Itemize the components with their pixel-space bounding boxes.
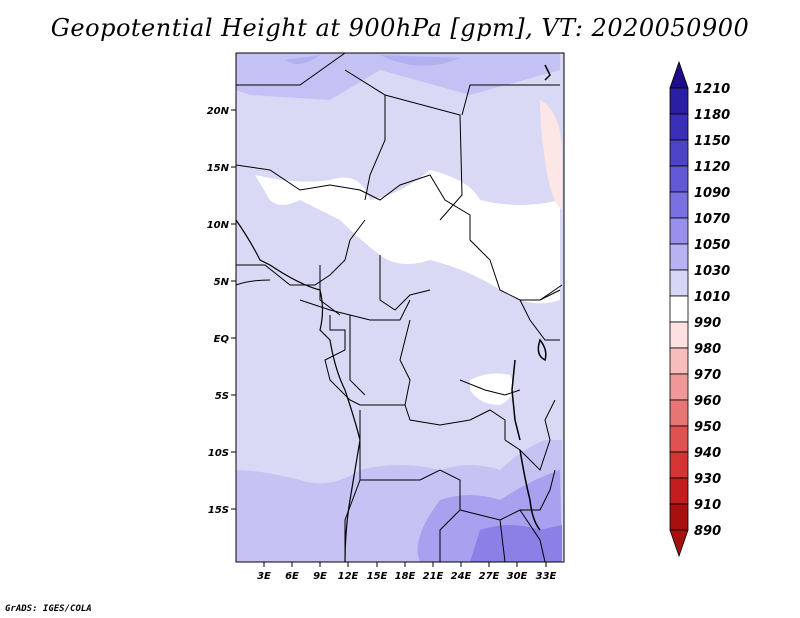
colorbar-segment [669, 503, 689, 531]
colorbar-label: 940 [694, 446, 721, 461]
colorbar-segment [669, 113, 689, 141]
lat-tick-label: 10S [208, 448, 229, 459]
colorbar-segment [669, 295, 689, 323]
south-darkest-shade [470, 525, 562, 562]
colorbar-segment [669, 269, 689, 297]
credit-label: GrADS: IGES/COLA [5, 604, 92, 614]
colorbar-segment [669, 217, 689, 245]
lat-tick-label: 15S [208, 505, 229, 516]
lon-tick-label: 15E [367, 571, 388, 582]
colorbar-segment [669, 347, 689, 375]
lon-ticks: 3E 6E 9E 12E 15E 18E 21E 24E 27E 30E 33E [257, 562, 557, 582]
white-band [255, 170, 560, 304]
colorbar-label: 990 [694, 316, 721, 331]
colorbar-label: 1180 [694, 108, 730, 123]
lon-tick-label: 33E [536, 571, 557, 582]
colorbar-segment [669, 321, 689, 349]
north-dark-shade [285, 55, 460, 66]
colorbar-label: 1010 [694, 290, 730, 305]
lat-tick-label: 5N [214, 277, 230, 288]
map-panel [235, 52, 565, 563]
lon-tick-label: 9E [313, 571, 327, 582]
colorbar-segment [669, 191, 689, 219]
lon-tick-label: 18E [395, 571, 416, 582]
colorbar-label: 930 [694, 472, 721, 487]
north-shade [236, 53, 560, 100]
colorbar-segment [669, 477, 689, 505]
map-frame [235, 52, 565, 563]
lat-ticks: 20N 15N 10N 5N EQ 5S 10S 15S [207, 106, 236, 516]
lon-tick-label: 21E [423, 571, 444, 582]
colorbar-label: 1120 [694, 160, 730, 175]
colorbar-label: 960 [694, 394, 721, 409]
lat-tick-label: 10N [207, 220, 230, 231]
colorbar-segment [669, 373, 689, 401]
white-patch [470, 373, 514, 405]
colorbar-label: 1150 [694, 134, 730, 149]
lat-tick-label: 15N [207, 163, 230, 174]
colorbar-label: 1070 [694, 212, 730, 227]
lat-tick-label: 5S [215, 391, 229, 402]
colorbar-label: 1030 [694, 264, 730, 279]
lon-tick-label: 24E [451, 571, 472, 582]
lat-tick-label: 20N [207, 106, 230, 117]
colorbar-top-arrow [669, 60, 689, 89]
chart-title: Geopotential Height at 900hPa [gpm], VT:… [50, 14, 750, 42]
colorbar-segment [669, 139, 689, 167]
lakes [511, 64, 551, 531]
colorbar-label: 1050 [694, 238, 730, 253]
colorbar-label: 910 [694, 498, 721, 513]
colorbar-segment [669, 243, 689, 271]
red-patch [540, 100, 562, 210]
coastline [235, 219, 361, 563]
colorbar: 1210 1180 1150 1120 1090 1070 1050 1030 1010 990 9… [669, 60, 730, 558]
colorbar-segment [669, 451, 689, 479]
colorbar-segment [669, 399, 689, 427]
lon-tick-label: 6E [285, 571, 299, 582]
colorbar-segment [669, 87, 689, 115]
colorbar-segment [669, 425, 689, 453]
colorbar-bottom-arrow [669, 529, 689, 558]
colorbar-segment [669, 165, 689, 193]
lon-tick-label: 30E [507, 571, 528, 582]
colorbar-label: 1210 [694, 82, 730, 97]
lon-tick-label: 12E [338, 571, 359, 582]
colorbar-label: 970 [694, 368, 721, 383]
colorbar-label: 980 [694, 342, 721, 357]
colorbar-label: 890 [694, 524, 721, 539]
lon-tick-label: 27E [479, 571, 500, 582]
colorbar-label: 1090 [694, 186, 730, 201]
lon-tick-label: 3E [257, 571, 271, 582]
lat-tick-label: EQ [214, 334, 230, 345]
colorbar-label: 950 [694, 420, 721, 435]
